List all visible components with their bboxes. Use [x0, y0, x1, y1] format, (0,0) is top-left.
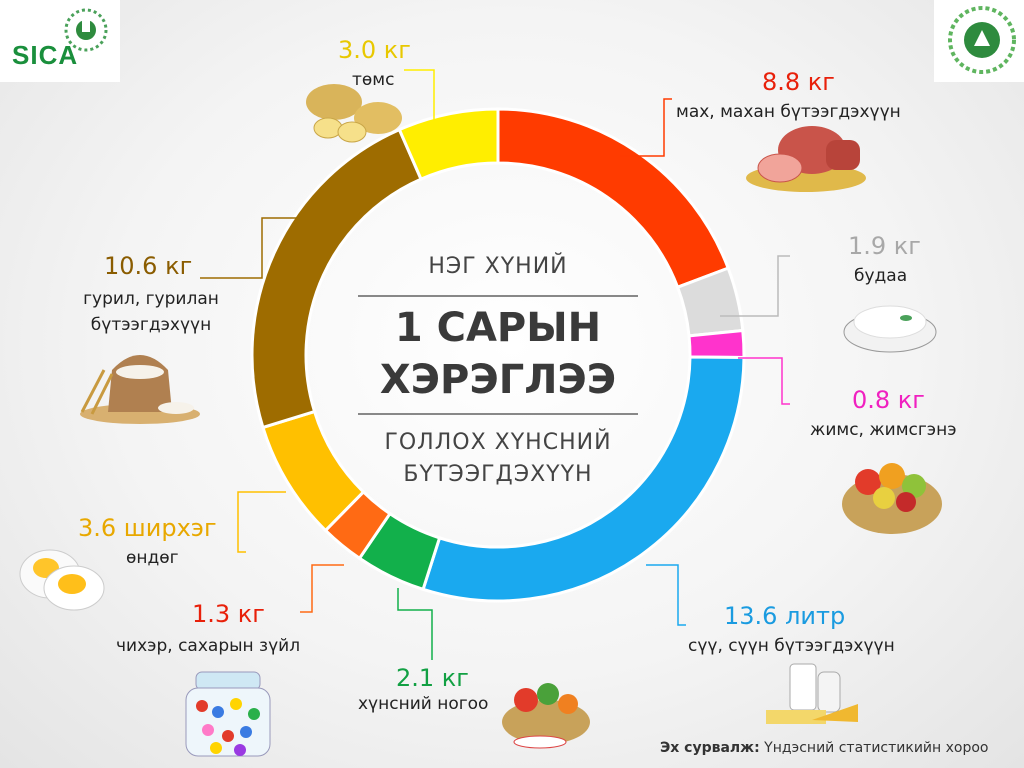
- label-vegetable: хүнсний ногоо: [358, 694, 489, 714]
- label-meat: мах, махан бүтээгдэхүүн: [676, 102, 901, 122]
- potato-icon: [306, 84, 402, 143]
- sica-logo: SICA: [0, 0, 120, 82]
- value-fruit: 0.8 кг: [852, 386, 925, 414]
- leader-egg: [237, 491, 286, 553]
- vegetable-basket-icon: [502, 683, 590, 749]
- label-potato: төмс: [352, 70, 395, 90]
- sica-logo-text: SICA: [12, 40, 79, 70]
- label-flour-line: гурил, гурилан бүтээгдэхүүн: [56, 286, 246, 338]
- source-text: Үндэсний статистикийн хороо: [759, 740, 989, 756]
- label-fruit: жимс, жимсгэнэ: [810, 420, 957, 440]
- source-prefix: Эх сурвалж:: [660, 740, 760, 756]
- source-note: Эх сурвалж: Үндэсний статистикийн хороо: [660, 740, 989, 756]
- leader-vegetable: [397, 588, 433, 660]
- rice-icon: [843, 305, 937, 353]
- donut-slice-2: [687, 328, 746, 360]
- leader-fruit: [738, 357, 790, 405]
- donut-slices: [250, 107, 746, 603]
- egg-icon: [19, 549, 105, 611]
- center-title-line2: ХЭРЭГЛЭЭ: [379, 357, 617, 403]
- leader-flour: [200, 217, 304, 279]
- label-rice: будаа: [854, 266, 908, 286]
- leader-meat: [620, 98, 672, 157]
- donut-slice-8: [397, 107, 500, 182]
- sica-logo-graphic: [64, 8, 108, 52]
- value-meat: 8.8 кг: [762, 68, 835, 96]
- label-flour: гурил, гурилан бүтээгдэхүүн: [83, 289, 219, 335]
- institute-logo: [934, 0, 1024, 82]
- center-bottom-line1: ГОЛЛОХ ХҮНСНИЙ: [384, 430, 612, 455]
- institute-logo-graphic: [948, 6, 1016, 74]
- value-potato: 3.0 кг: [338, 36, 411, 64]
- label-candy: чихэр, сахарын зүйл: [116, 636, 301, 656]
- leader-dairy: [646, 564, 686, 626]
- value-flour: 10.6 кг: [104, 252, 193, 280]
- dairy-icon: [766, 663, 858, 724]
- value-rice: 1.9 кг: [848, 232, 921, 260]
- leader-candy: [300, 564, 344, 613]
- meat-icon: [746, 126, 866, 192]
- leader-potato: [404, 69, 435, 146]
- flour-sack-icon: [80, 355, 200, 424]
- candy-jar-icon: [185, 671, 271, 757]
- value-dairy: 13.6 литр: [724, 602, 846, 630]
- fruit-basket-icon: [842, 463, 942, 534]
- value-candy: 1.3 кг: [192, 600, 265, 628]
- leader-rice: [720, 255, 790, 317]
- value-egg: 3.6 ширхэг: [78, 514, 217, 542]
- value-vegetable: 2.1 кг: [396, 664, 469, 692]
- center-top-text: НЭГ ХҮНИЙ: [428, 254, 568, 279]
- label-egg: өндөг: [126, 548, 179, 568]
- center-bottom-line2: БҮТЭЭГДЭХҮҮН: [403, 462, 593, 487]
- label-dairy: сүү, сүүн бүтээгдэхүүн: [688, 636, 895, 656]
- center-title-line1: 1 САРЫН: [394, 305, 602, 351]
